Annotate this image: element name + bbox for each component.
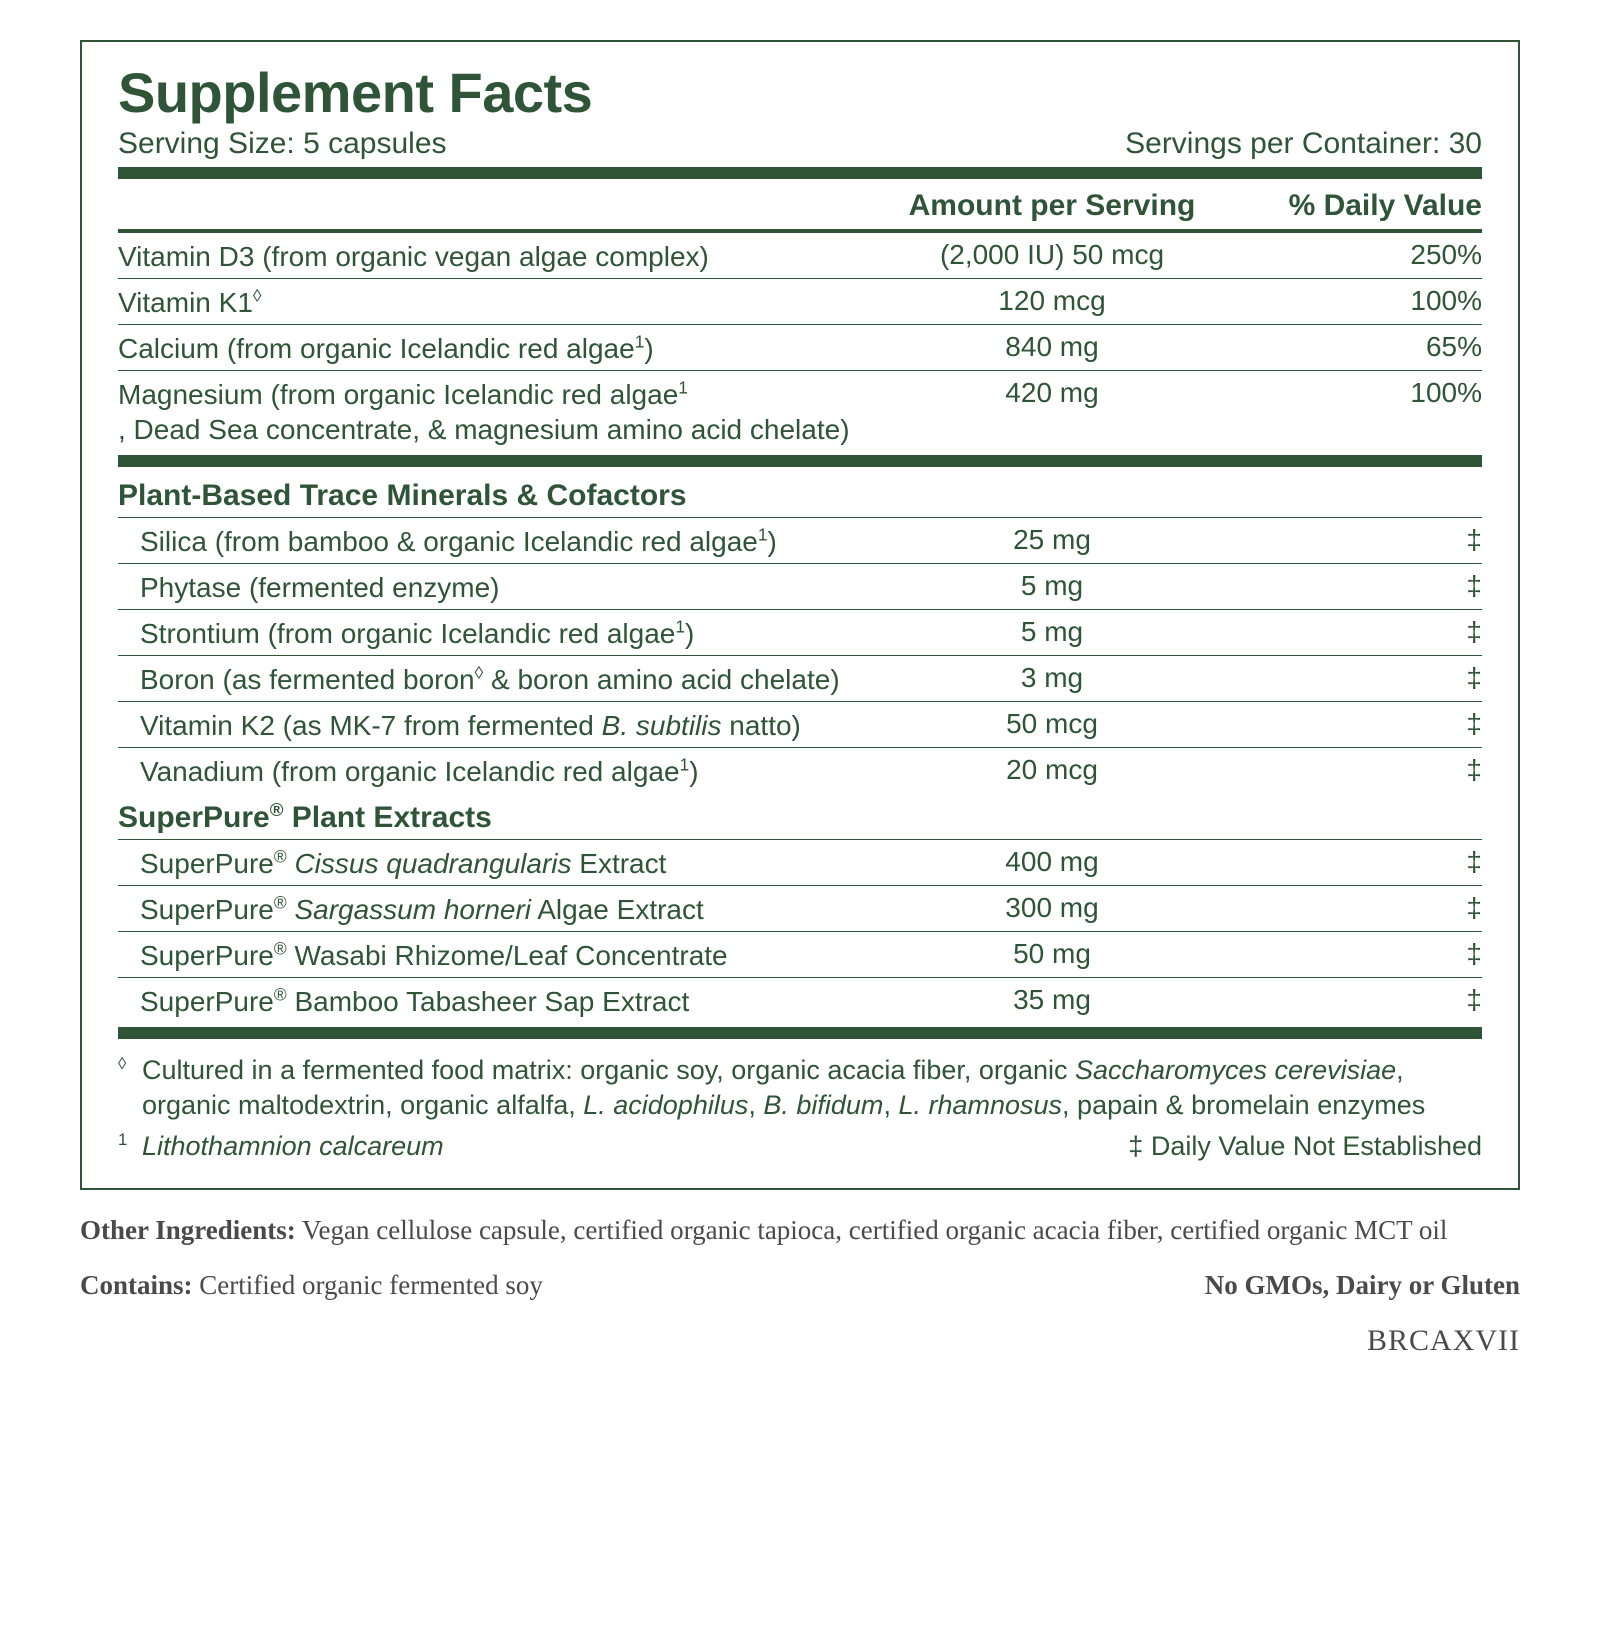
divider-bar	[118, 455, 1482, 467]
nutrient-row: Silica (from bamboo & organic Icelandic …	[118, 518, 1482, 564]
dv-not-established: ‡ Daily Value Not Established	[1128, 1129, 1482, 1164]
nutrient-row: SuperPure® Cissus quadrangularis Extract…	[118, 840, 1482, 886]
nutrient-row: Vanadium (from organic Icelandic red alg…	[118, 748, 1482, 793]
hdr-amount: Amount per Serving	[882, 189, 1222, 223]
title: Supplement Facts	[118, 60, 1482, 125]
nutrient-row: Strontium (from organic Icelandic red al…	[118, 610, 1482, 656]
nutrient-row: SuperPure® Wasabi Rhizome/Leaf Concentra…	[118, 932, 1482, 978]
supplement-facts-panel: Supplement Facts Serving Size: 5 capsule…	[80, 40, 1520, 1190]
nutrient-row: Boron (as fermented boron◊ & boron amino…	[118, 656, 1482, 702]
product-code: BRCAXVII	[80, 1321, 1520, 1362]
nutrient-row: Calcium (from organic Icelandic red alga…	[118, 325, 1482, 371]
nutrient-row: Vitamin K2 (as MK-7 from fermented B. su…	[118, 702, 1482, 748]
footnotes: ◊ Cultured in a fermented food matrix: o…	[118, 1043, 1482, 1164]
subhead-minerals: Plant-Based Trace Minerals & Cofactors	[118, 471, 1482, 518]
nutrient-row: Phytase (fermented enzyme)5 mg‡	[118, 564, 1482, 610]
nutrient-row: Vitamin K1◊120 mcg100%	[118, 279, 1482, 325]
serving-row: Serving Size: 5 capsules Servings per Co…	[118, 127, 1482, 161]
nutrient-row: SuperPure® Sargassum horneri Algae Extra…	[118, 886, 1482, 932]
column-headers: Amount per Serving % Daily Value	[118, 183, 1482, 233]
bottom-notes: Other Ingredients: Vegan cellulose capsu…	[80, 1212, 1520, 1361]
hdr-dv: % Daily Value	[1222, 189, 1482, 223]
divider-bar	[118, 167, 1482, 179]
no-gmo: No GMOs, Dairy or Gluten	[1205, 1267, 1520, 1303]
subhead-extracts: SuperPure® Plant Extracts	[118, 793, 1482, 840]
serving-size: Serving Size: 5 capsules	[118, 127, 447, 161]
servings-per-container: Servings per Container: 30	[1125, 127, 1482, 161]
nutrient-row: SuperPure® Bamboo Tabasheer Sap Extract3…	[118, 978, 1482, 1023]
divider-bar	[118, 1027, 1482, 1039]
nutrient-row: Magnesium (from organic Icelandic red al…	[118, 371, 1482, 451]
nutrient-row: Vitamin D3 (from organic vegan algae com…	[118, 233, 1482, 279]
